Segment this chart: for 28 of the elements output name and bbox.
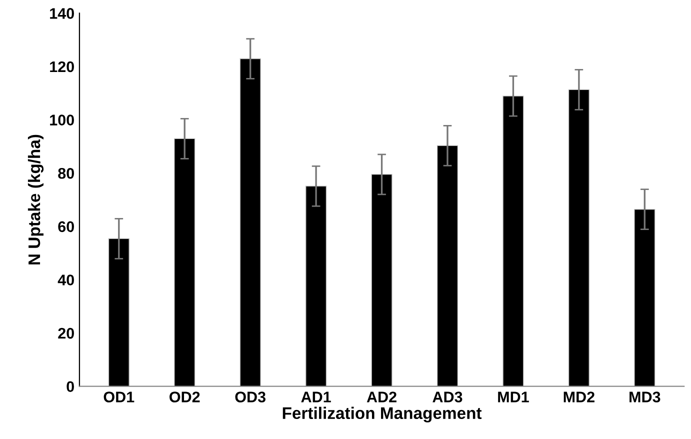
x-tick-label: AD2 [366, 392, 396, 402]
bar [371, 174, 392, 386]
bar [436, 145, 458, 386]
x-tick-label: MD3 [630, 392, 660, 402]
x-tick-label: MD1 [498, 392, 529, 402]
x-tick-label: AD1 [301, 392, 331, 402]
bar [306, 186, 327, 386]
x-tick-label: OD1 [104, 392, 134, 402]
x-tick-label: MD2 [564, 392, 594, 402]
x-tick-label: OD3 [235, 392, 266, 402]
x-tick-label: AD3 [432, 392, 462, 402]
y-tick-label: 40 [58, 274, 74, 286]
y-tick-label: 80 [58, 168, 74, 179]
bar [634, 208, 656, 386]
y-tick-label: 140 [50, 8, 74, 19]
bar [502, 96, 524, 386]
y-axis-title: N Uptake (kg/ha) [28, 134, 44, 264]
y-tick-label: 60 [58, 221, 74, 232]
bar [174, 138, 196, 386]
x-tick-label: OD2 [170, 392, 200, 402]
y-tick-label: 20 [58, 328, 74, 339]
x-axis-title: Fertilization Management [282, 406, 482, 422]
y-tick-label: 0 [66, 381, 74, 392]
y-tick-label: 100 [50, 114, 74, 126]
bar [240, 58, 261, 386]
bar [568, 89, 590, 386]
bar [108, 238, 130, 386]
y-tick-label: 120 [50, 61, 74, 72]
